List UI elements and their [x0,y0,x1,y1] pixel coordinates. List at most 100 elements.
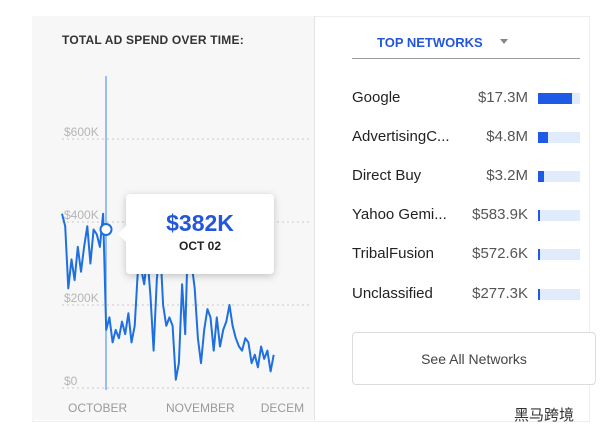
network-spend: $572.6K [472,245,528,262]
series-point [102,213,104,215]
network-spend: $4.8M [486,128,528,145]
network-share-bar [538,289,580,300]
series-point [112,341,114,343]
series-point [99,246,101,248]
series-point [71,258,73,260]
y-tick-label: $0 [64,374,78,388]
series-point [200,362,202,364]
chevron-down-icon [500,39,508,44]
series-point [89,263,91,265]
hover-point [99,223,113,236]
network-name: TribalFusion [352,245,434,262]
series-point [257,366,259,368]
tooltip-value: $382K [166,210,234,236]
network-name: Yahoo Gemi... [352,206,447,223]
series-point [150,296,152,298]
series-point [210,316,212,318]
series-point [184,333,186,335]
series-point [244,337,246,339]
series-point [181,283,183,285]
series-point [270,370,272,372]
network-share-bar [538,171,580,182]
series-point [213,350,215,352]
series-point [124,333,126,335]
network-share-bar [538,132,580,143]
y-tick-label: $200K [64,291,99,305]
series-point [156,279,158,281]
series-point [61,213,63,215]
series-point [143,283,145,285]
see-all-networks-button[interactable]: See All Networks [352,332,596,385]
series-point [64,225,66,227]
series-point [222,329,224,331]
network-share-fill [538,249,540,260]
series-point [77,246,79,248]
series-point [251,362,253,364]
series-point [232,325,234,327]
series-point [235,337,237,339]
series-point [225,321,227,323]
series-point [229,304,231,306]
series-point [115,329,117,331]
series-point [96,233,98,235]
series-point [178,362,180,364]
network-share-bar [538,210,580,221]
network-spend: $17.3M [477,89,528,106]
chart-tooltip: $382K OCT 02 [118,194,274,274]
series-point [74,279,76,281]
series-point [254,354,256,356]
tooltip-date: OCT 02 [178,239,221,253]
spend-series-line [61,212,275,381]
series-point [165,325,167,327]
series-point [131,341,133,343]
series-point [105,329,107,331]
network-share-bar [538,93,580,104]
network-name: Unclassified [352,285,433,302]
series-point [121,321,123,323]
series-point [273,354,275,356]
series-point [153,350,155,352]
x-tick-label: NOVEMBER [166,401,235,415]
network-share-fill [538,132,548,143]
series-point [83,246,85,248]
series-point [219,346,221,348]
series-point [172,325,174,327]
watermark-text: 黑马跨境 [514,407,575,424]
series-point [203,329,205,331]
top-networks-dropdown[interactable]: TOP NETWORKS [352,26,580,59]
series-point [238,346,240,348]
series-point [241,350,243,352]
series-point [216,316,218,318]
network-share-fill [538,171,544,182]
network-share-fill [538,289,540,300]
series-point [206,308,208,310]
network-name: Direct Buy [352,167,422,184]
series-point [67,287,69,289]
series-point [127,312,129,314]
panel-divider [314,16,315,420]
series-point [134,325,136,327]
series-point [108,316,110,318]
y-tick-label: $600K [64,125,99,139]
series-point [168,316,170,318]
network-spend: $583.9K [472,206,528,223]
network-spend: $3.2M [486,167,528,184]
network-spend: $277.3K [472,285,528,302]
series-point [260,346,262,348]
series-point [266,350,268,352]
series-point [162,304,164,306]
x-tick-label: DECEM [261,401,304,415]
series-point [197,337,199,339]
network-share-fill [538,93,572,104]
network-name: Google [352,89,401,106]
network-name: AdvertisingC... [352,128,450,145]
series-point [86,225,88,227]
y-tick-label: $400K [64,208,99,222]
series-point [247,341,249,343]
series-point [263,358,265,360]
chart-title: TOTAL AD SPEND OVER TIME: [62,33,244,47]
series-point [80,271,82,273]
network-share-fill [538,210,540,221]
series-point [175,379,177,381]
